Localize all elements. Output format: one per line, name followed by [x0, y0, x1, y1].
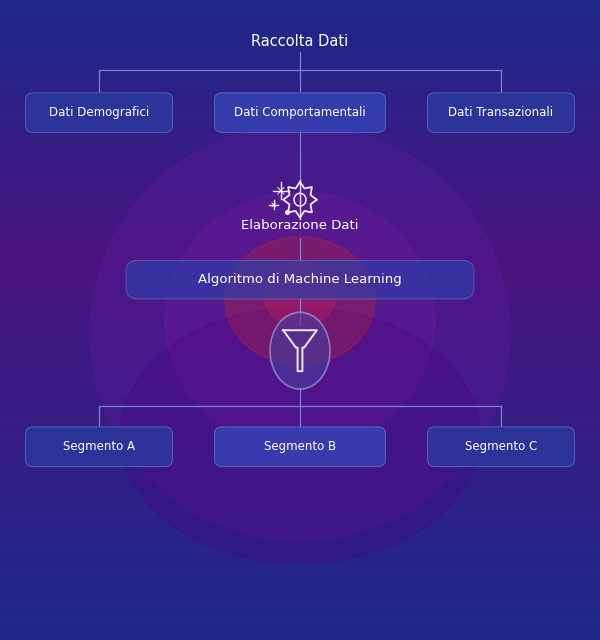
Text: Elaborazione Dati: Elaborazione Dati [241, 219, 359, 232]
Text: Dati Comportamentali: Dati Comportamentali [234, 106, 366, 119]
FancyBboxPatch shape [215, 93, 386, 132]
FancyBboxPatch shape [126, 260, 474, 299]
Ellipse shape [225, 237, 375, 365]
FancyBboxPatch shape [25, 427, 173, 467]
Text: Segmento C: Segmento C [465, 440, 537, 453]
Text: Segmento B: Segmento B [264, 440, 336, 453]
Ellipse shape [264, 262, 336, 326]
Text: Dati Demografici: Dati Demografici [49, 106, 149, 119]
FancyBboxPatch shape [427, 427, 575, 467]
FancyBboxPatch shape [25, 93, 173, 132]
Text: Algoritmo di Machine Learning: Algoritmo di Machine Learning [198, 273, 402, 286]
Ellipse shape [90, 125, 510, 541]
Text: Segmento A: Segmento A [63, 440, 135, 453]
FancyBboxPatch shape [427, 93, 575, 132]
Ellipse shape [120, 307, 480, 563]
Text: Dati Transazionali: Dati Transazionali [448, 106, 554, 119]
Ellipse shape [270, 312, 330, 389]
Text: Raccolta Dati: Raccolta Dati [251, 34, 349, 49]
FancyBboxPatch shape [215, 427, 386, 467]
Ellipse shape [165, 192, 435, 448]
